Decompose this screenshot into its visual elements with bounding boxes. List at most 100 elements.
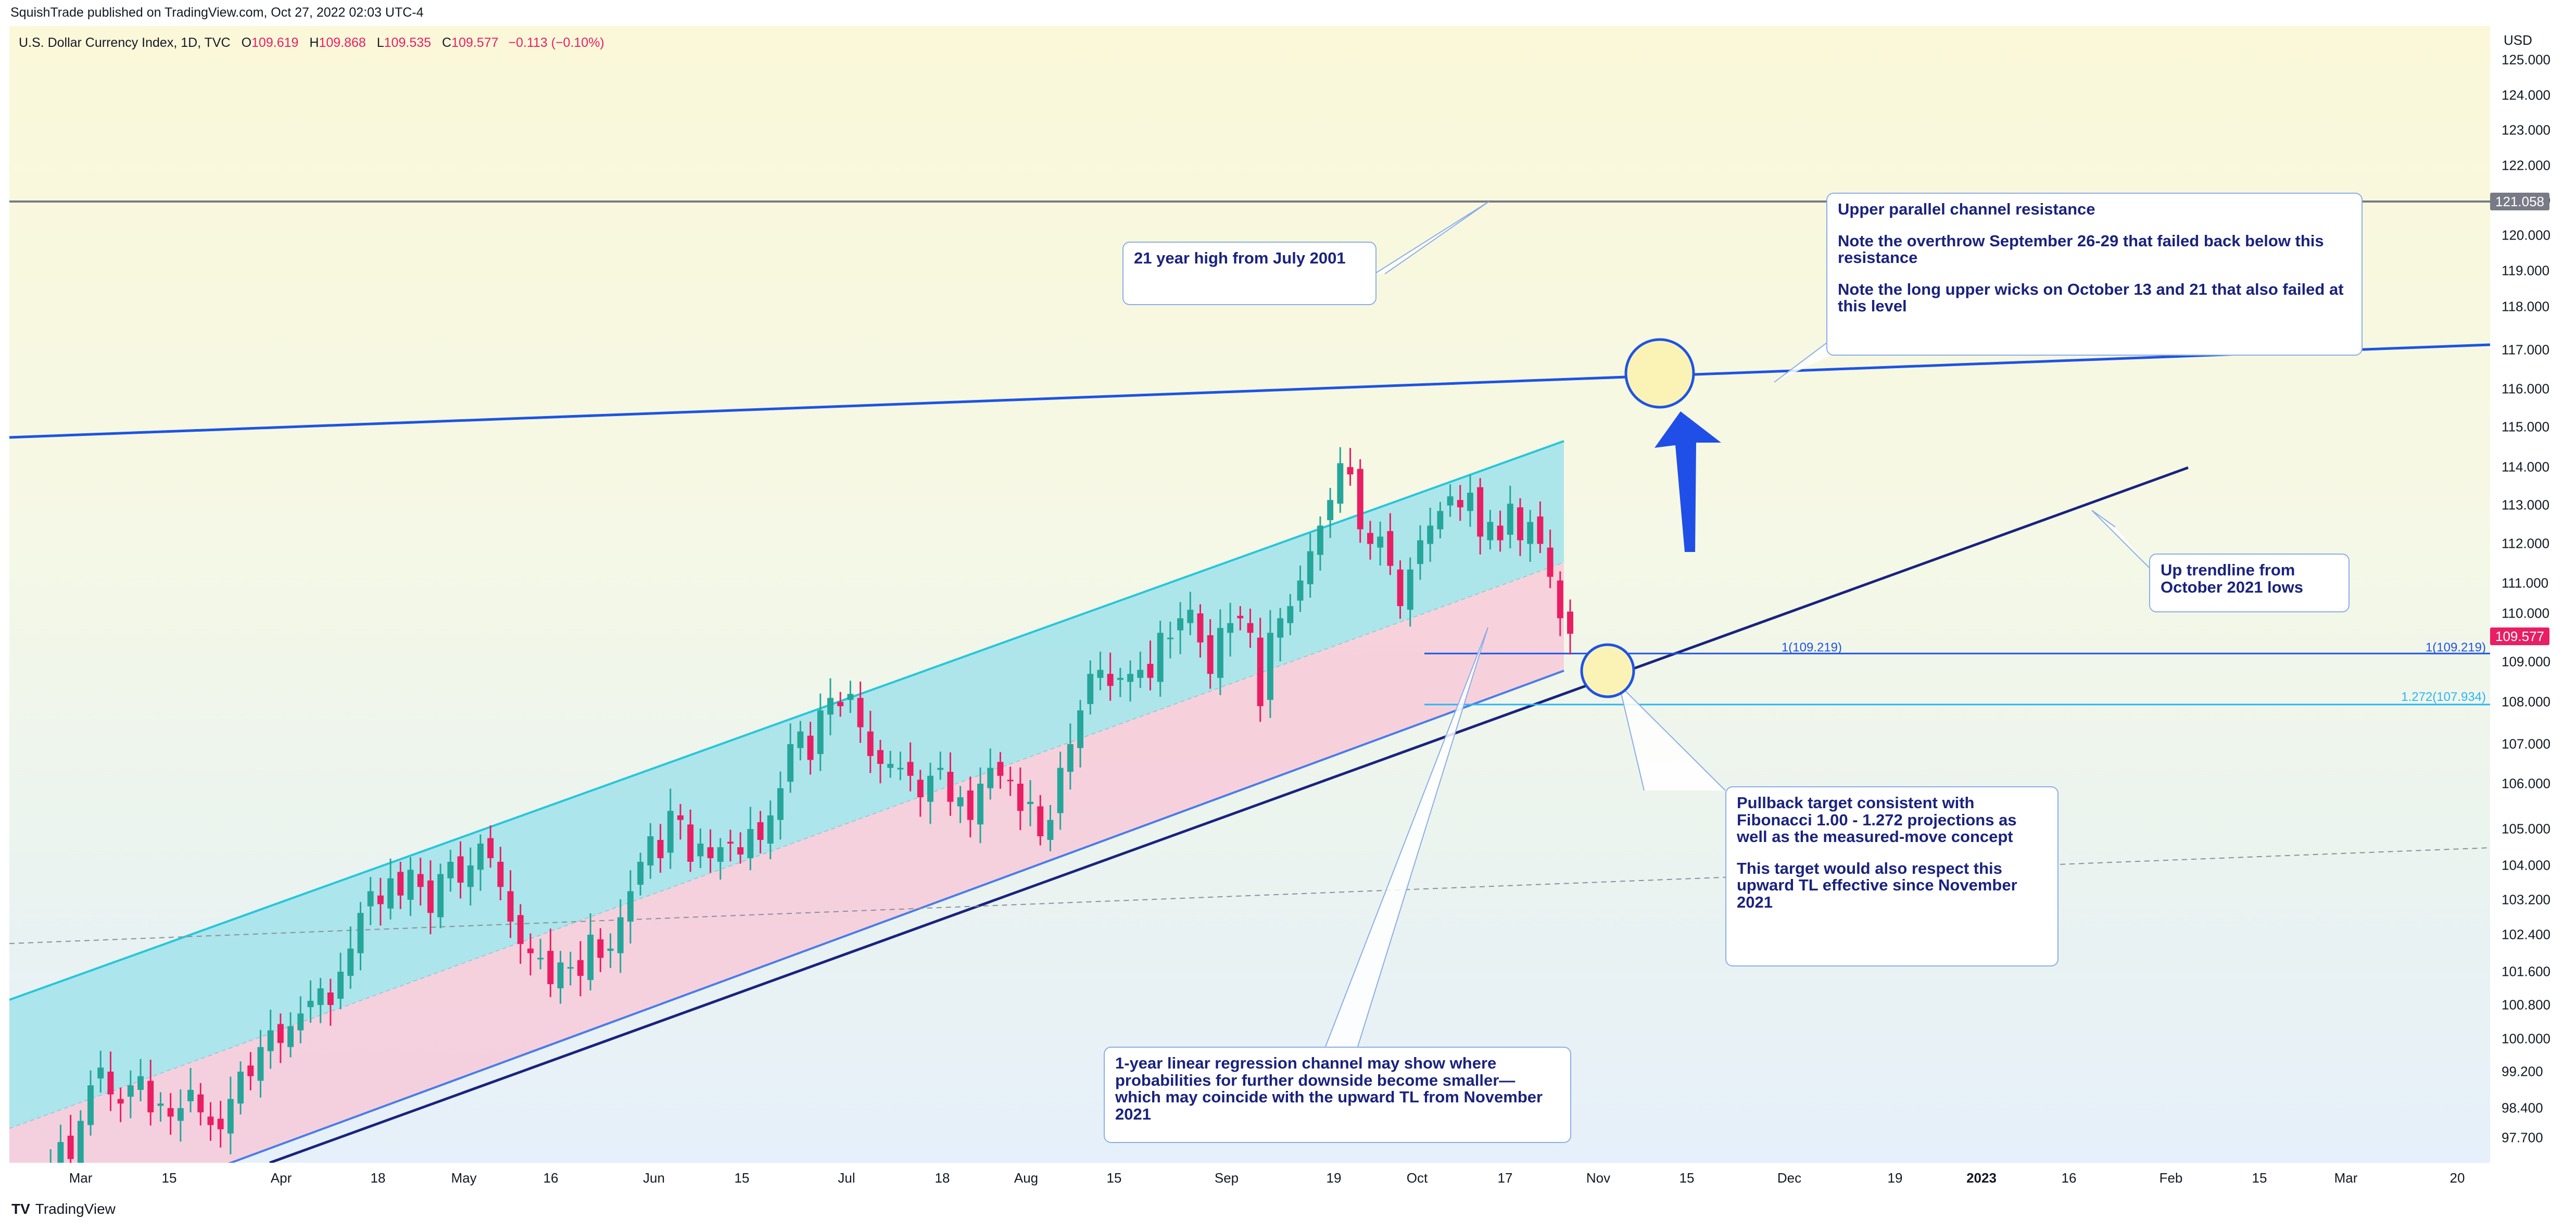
candle (67, 1115, 74, 1163)
candle (1297, 565, 1304, 612)
candle-body (937, 768, 944, 770)
candle-body (1527, 522, 1534, 544)
price-tick: 124.000 (2502, 87, 2550, 103)
candles (49, 447, 1573, 1163)
candle-body (397, 872, 404, 896)
candle-body (447, 862, 454, 878)
candle (267, 1009, 274, 1069)
candle-body (127, 1085, 134, 1097)
currency-unit: USD (2504, 32, 2532, 48)
time-axis[interactable]: Mar 15 Apr 18 May 16 Jun 15 Jul 18 Aug 15 Sep 19 Oct 17… (0, 1163, 2576, 1191)
candle-body (1207, 635, 1214, 674)
candle (1267, 610, 1273, 718)
time-tick: 20 (2449, 1170, 2465, 1186)
candle (947, 752, 954, 816)
long-term-dashed-line (9, 847, 2490, 944)
candle-body (107, 1072, 114, 1095)
high-value: 109.868 (319, 35, 366, 50)
candle (587, 913, 594, 990)
candle (157, 1092, 164, 1122)
up-trendline (269, 466, 2189, 1163)
candle (407, 857, 414, 916)
connector-pullback (1618, 683, 1726, 791)
note-up-trendline[interactable]: Up trendline from October 2021 lows (2149, 554, 2350, 612)
candle-body (1367, 533, 1373, 544)
candle (347, 926, 354, 989)
candle-body (427, 880, 434, 913)
candle-body (267, 1030, 274, 1051)
candle (507, 870, 514, 938)
candle (207, 1102, 214, 1141)
candle-body (467, 865, 474, 887)
candle-body (347, 948, 354, 976)
candle (1057, 751, 1064, 830)
candle-body (1407, 569, 1413, 610)
chart-canvas[interactable] (9, 26, 2490, 1163)
candle (757, 811, 764, 853)
candle-body (667, 811, 674, 853)
candle (1477, 478, 1484, 555)
note-regression-channel[interactable]: 1-year linear regression channel may sho… (1104, 1047, 1571, 1143)
candle (957, 786, 964, 823)
price-tick: 108.000 (2502, 694, 2550, 710)
candle (617, 899, 624, 973)
candle-body (617, 917, 624, 953)
candle-body (97, 1067, 104, 1079)
note-resistance-line2: Note the overthrow September 26-29 that … (1838, 231, 2324, 267)
time-tick: 16 (2061, 1170, 2077, 1186)
candle (57, 1124, 64, 1163)
price-tick: 102.400 (2502, 926, 2550, 943)
candle (977, 767, 983, 844)
candle (177, 1089, 184, 1142)
candle (427, 860, 434, 935)
note-21-year-high[interactable]: 21 year high from July 2001 (1122, 242, 1377, 305)
candle-body (1317, 525, 1323, 555)
candle-body (377, 895, 384, 905)
candle (317, 978, 324, 1023)
candle-body (697, 844, 704, 857)
candle (517, 904, 524, 964)
candle (397, 862, 404, 909)
candle-body (737, 847, 744, 855)
resistance-target-circle (1624, 338, 1695, 409)
candle-body (337, 972, 344, 999)
candle-body (367, 891, 374, 907)
candle (937, 751, 944, 780)
markers (1580, 338, 1721, 698)
candle (527, 933, 534, 976)
chart-plot-area[interactable]: U.S. Dollar Currency Index, 1D, TVC O109… (9, 26, 2490, 1163)
candle (1087, 660, 1094, 715)
note-pullback-target[interactable]: Pullback target consistent with Fibonacc… (1725, 786, 2059, 966)
candle-body (517, 915, 524, 944)
candle (647, 823, 654, 879)
candle (917, 770, 924, 817)
candle (547, 928, 554, 997)
candle (1197, 604, 1204, 658)
candle (117, 1087, 124, 1122)
candle-body (1167, 637, 1173, 639)
candle-body (1327, 500, 1334, 520)
candle (537, 938, 544, 970)
price-axis[interactable]: USD 125.000124.000123.000122.000121.0001… (2490, 26, 2576, 1163)
candle (687, 809, 694, 872)
candle (1127, 660, 1134, 702)
candle (337, 952, 344, 1010)
candle (1507, 485, 1513, 548)
candle-body (1247, 623, 1254, 633)
candle-body (837, 702, 844, 707)
candle (1567, 599, 1573, 655)
candle (87, 1070, 94, 1136)
candle-body (847, 694, 854, 700)
candle (1017, 767, 1024, 831)
price-tick: 100.800 (2502, 997, 2550, 1013)
candle-body (1517, 507, 1523, 541)
candle (1157, 620, 1164, 697)
candle (327, 978, 334, 1026)
candle-body (677, 815, 684, 820)
candle-body (897, 768, 904, 770)
time-tick: Dec (1777, 1170, 1802, 1186)
note-channel-resistance[interactable]: Upper parallel channel resistance Note t… (1826, 193, 2363, 356)
low-label: L (376, 35, 384, 50)
candle-body (947, 772, 954, 802)
candle (257, 1029, 264, 1098)
